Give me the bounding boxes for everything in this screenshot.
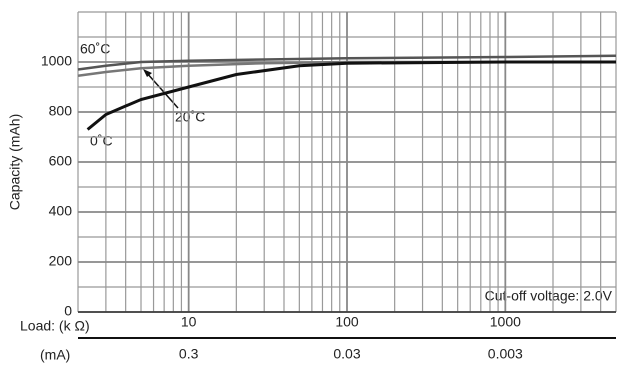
x-tick-label: 100 (335, 314, 359, 330)
arrow (145, 71, 179, 109)
series-label: 0˚C (90, 133, 113, 149)
y-tick-label: 600 (49, 153, 73, 169)
x2-tick-label: 0.3 (179, 346, 199, 362)
y-tick-label: 400 (49, 203, 73, 219)
x2-tick-label: 0.003 (488, 346, 523, 362)
series-label: 60˚C (80, 41, 110, 57)
x-tick-label: 10 (181, 314, 197, 330)
arrow-head (143, 69, 152, 77)
y-tick-label: 800 (49, 103, 73, 119)
y-tick-label: 0 (64, 303, 72, 319)
x-tick-label: 1000 (490, 314, 521, 330)
series-line (77, 54, 617, 71)
y-tick-label: 200 (49, 253, 73, 269)
x2-axis-label: (mA) (40, 347, 70, 363)
y-tick-label: 1000 (41, 53, 72, 69)
series-line (86, 60, 616, 131)
y-axis-label: Capacity (mAh) (7, 114, 23, 210)
annotation: Cut-off voltage: 2.0V (485, 288, 613, 304)
x2-tick-label: 0.03 (333, 346, 360, 362)
x-axis-label: Load: (k Ω) (20, 318, 90, 334)
